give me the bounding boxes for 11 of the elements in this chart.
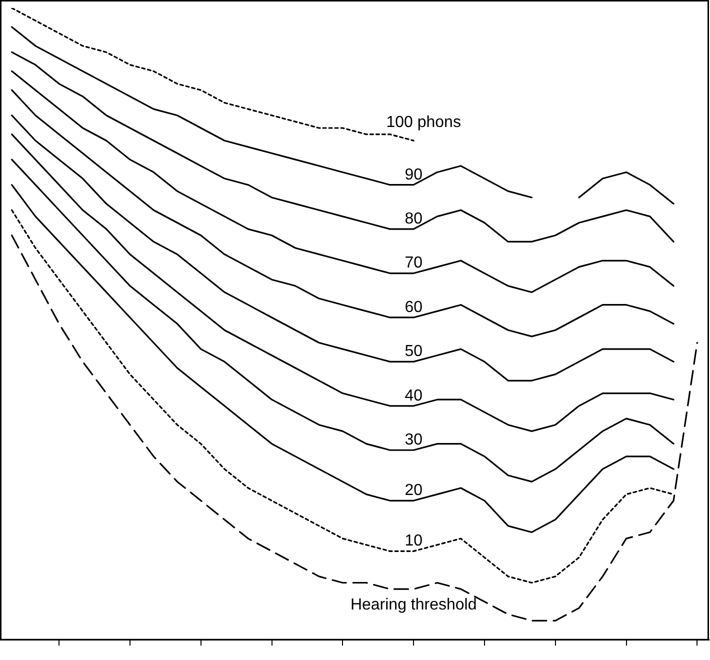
- series-label: 50: [404, 343, 423, 360]
- series-label: 80: [404, 210, 423, 228]
- series-label: 70: [404, 254, 423, 272]
- series-label: 100 phons: [386, 114, 461, 132]
- series-label: 60: [404, 298, 423, 316]
- series-label: 40: [404, 387, 423, 404]
- series-label: 30: [404, 432, 423, 449]
- series-label: 20: [404, 482, 423, 500]
- series-label: Hearing threshold: [350, 596, 477, 614]
- series-label: 90: [404, 166, 423, 184]
- series-label: 10: [404, 532, 423, 550]
